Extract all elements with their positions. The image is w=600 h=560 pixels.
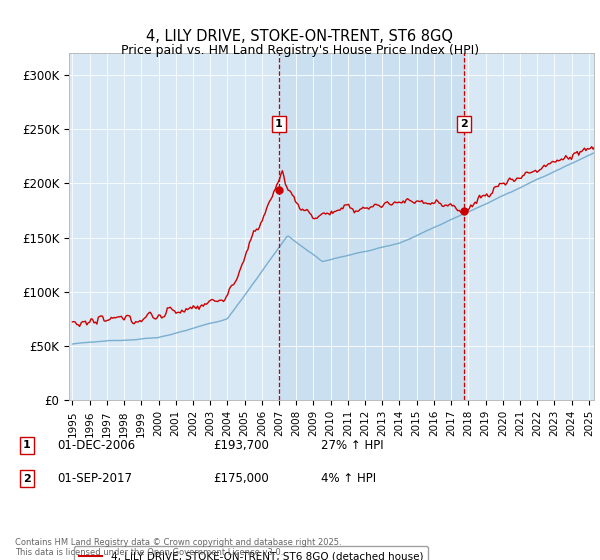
Text: 1: 1 [23, 440, 31, 450]
Text: Price paid vs. HM Land Registry's House Price Index (HPI): Price paid vs. HM Land Registry's House … [121, 44, 479, 57]
Text: 1: 1 [275, 119, 283, 129]
Bar [279, 53, 464, 400]
Text: 01-SEP-2017: 01-SEP-2017 [57, 472, 132, 486]
Legend: 4, LILY DRIVE, STOKE-ON-TRENT, ST6 8GQ (detached house), HPI: Average price, det: 4, LILY DRIVE, STOKE-ON-TRENT, ST6 8GQ (… [74, 547, 428, 560]
Text: 2: 2 [460, 119, 468, 129]
Text: 4% ↑ HPI: 4% ↑ HPI [321, 472, 376, 486]
Text: £193,700: £193,700 [213, 438, 269, 452]
Text: 27% ↑ HPI: 27% ↑ HPI [321, 438, 383, 452]
Text: Contains HM Land Registry data © Crown copyright and database right 2025.
This d: Contains HM Land Registry data © Crown c… [15, 538, 341, 557]
Text: £175,000: £175,000 [213, 472, 269, 486]
Text: 01-DEC-2006: 01-DEC-2006 [57, 438, 135, 452]
Text: 4, LILY DRIVE, STOKE-ON-TRENT, ST6 8GQ: 4, LILY DRIVE, STOKE-ON-TRENT, ST6 8GQ [146, 29, 454, 44]
Text: 2: 2 [23, 474, 31, 484]
